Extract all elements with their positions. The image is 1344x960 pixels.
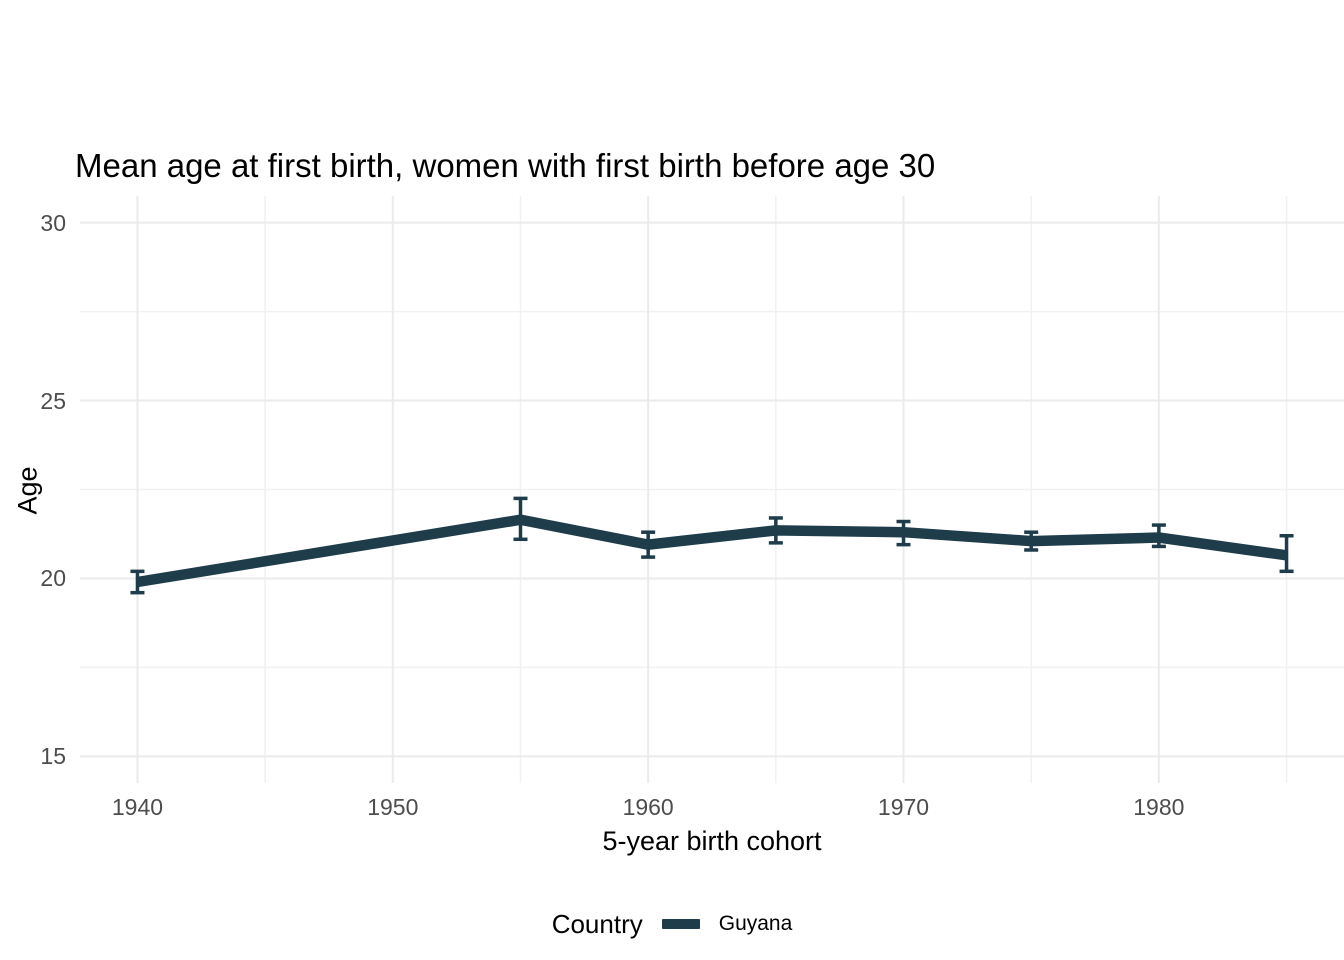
x-tick-label: 1960 bbox=[622, 794, 674, 820]
y-axis-title: Age bbox=[12, 466, 43, 515]
series-line-guyana bbox=[136, 514, 1288, 588]
y-tick-label: 20 bbox=[40, 565, 66, 592]
y-tick-label: 15 bbox=[40, 743, 66, 770]
chart-title: Mean age at first birth, women with firs… bbox=[75, 147, 936, 184]
y-tick-label: 30 bbox=[40, 209, 66, 236]
legend: Country Guyana bbox=[0, 902, 1344, 946]
legend-entry-label: Guyana bbox=[718, 912, 793, 935]
x-tick-label: 1940 bbox=[111, 794, 164, 820]
legend-title: Country bbox=[551, 908, 643, 939]
x-tick-label: 1970 bbox=[877, 794, 930, 820]
y-tick-label: 25 bbox=[40, 387, 66, 414]
legend-key-swatch bbox=[661, 919, 700, 929]
x-axis-title: 5-year birth cohort bbox=[602, 826, 822, 856]
x-tick-label: 1980 bbox=[1133, 794, 1185, 820]
x-tick-label: 1950 bbox=[367, 794, 419, 820]
